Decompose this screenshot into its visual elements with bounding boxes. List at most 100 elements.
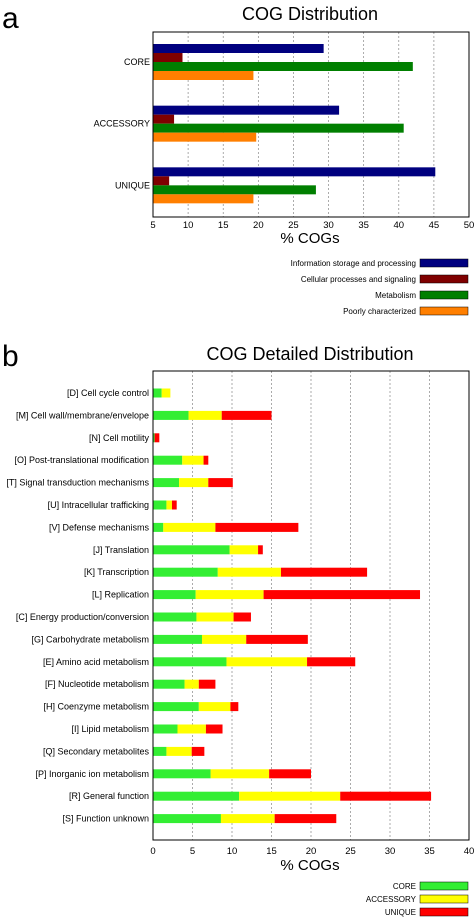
panel-a-x-tick-labels: 5 10 15 20 25 30 35 40 45 50 — [150, 220, 474, 231]
panel-b-bar-segment — [203, 455, 209, 465]
panel-b-x-tick-labels: 0 5 10 15 20 25 30 35 40 — [150, 846, 474, 857]
panel-b-legend-label: CORE — [393, 882, 416, 891]
panel-b-category-label: [Q] Secondary metabolites — [43, 746, 150, 756]
panel-b-title: COG Detailed Distribution — [206, 344, 413, 364]
panel-b-bar-segment — [188, 410, 222, 420]
panel-a-x-tick-label: 25 — [288, 220, 299, 231]
panel-b-bar-segment — [153, 702, 199, 712]
panel-a-bar — [153, 71, 254, 80]
panel-b-bar-segment — [198, 702, 231, 712]
panel-a-bar — [153, 176, 170, 186]
panel-b-bar-segment — [205, 724, 223, 734]
panel-b-bar-segment — [274, 814, 337, 824]
panel-a-bars — [153, 44, 436, 204]
panel-a-bar — [153, 105, 340, 115]
panel-b-x-tick-label: 40 — [464, 846, 474, 857]
panel-b-category-label: [I] Lipid metabolism — [71, 724, 149, 734]
panel-b-category-label: [N] Cell motility — [89, 433, 150, 443]
panel-b-bar-segment — [153, 634, 202, 644]
panel-a-bar — [153, 114, 175, 124]
panel-b-category-label: [L] Replication — [92, 590, 149, 600]
panel-b-category-label: [R] General function — [69, 791, 149, 801]
panel-a-x-tick-label: 30 — [323, 220, 334, 231]
panel-b-bar-segment — [153, 612, 197, 622]
panel-b-bar-segment — [215, 522, 299, 532]
panel-b-category-label: [M] Cell wall/membrane/envelope — [16, 410, 149, 420]
panel-b-x-tick-label: 5 — [190, 846, 195, 857]
panel-b-bar-segment — [171, 500, 177, 510]
panel-b-bar-segment — [161, 388, 171, 398]
panel-a-bar — [153, 132, 257, 142]
panel-a-title: COG Distribution — [242, 4, 378, 24]
panel-b-bar-segment — [166, 500, 172, 510]
panel-b-bar-segment — [153, 769, 211, 779]
panel-b-bar-segment — [177, 724, 206, 734]
panel-b-category-label: [K] Transcription — [84, 567, 149, 577]
panel-b-bar-segment — [166, 746, 192, 756]
panel-a-legend-label: Information storage and processing — [291, 259, 416, 268]
panel-b-bar-segment — [280, 567, 368, 577]
panel-a-legend-label: Cellular processes and signaling — [301, 275, 416, 284]
panel-b-bar-segment — [210, 769, 270, 779]
panel-a-plot-frame — [152, 31, 470, 218]
panel-a-category-label: ACCESSORY — [94, 119, 150, 129]
panel-b-bar-segment — [246, 634, 308, 644]
panel-b-category-label: [J] Translation — [93, 545, 149, 555]
panel-a-x-tick-label: 40 — [393, 220, 404, 231]
panel-b-x-tick-label: 20 — [306, 846, 317, 857]
panel-b-plot-frame — [152, 370, 470, 841]
panel-b-category-label: [H] Coenzyme metabolism — [43, 702, 149, 712]
panel-b-bar-segment — [154, 433, 160, 443]
panel-a-legend-label: Poorly characterized — [343, 307, 416, 316]
panel-b-bar-segment — [208, 478, 233, 488]
panel-b-bar-segment — [163, 522, 216, 532]
panel-a-x-tick-label: 50 — [464, 220, 474, 231]
panel-b-bar-segment — [269, 769, 311, 779]
panel-b-bar-segment — [153, 567, 218, 577]
panel-b-bar-segment — [153, 657, 227, 667]
panel-b-category-labels: [D] Cell cycle control [M] Cell wall/memb… — [6, 388, 149, 824]
panel-b-bar-segment — [153, 522, 164, 532]
panel-b-bar-segment — [196, 612, 234, 622]
panel-b-letter: b — [2, 340, 19, 373]
panel-b-category-label: [F] Nucleotide metabolism — [45, 679, 149, 689]
panel-b-category-label: [E] Amino acid metabolism — [43, 657, 149, 667]
panel-a-x-tick-label: 10 — [183, 220, 194, 231]
panel-b-category-label: [U] Intracellular trafficking — [48, 500, 149, 510]
panel-a-x-tick-label: 15 — [218, 220, 229, 231]
panel-b-x-axis-label: % COGs — [280, 857, 339, 874]
panel-a-legend-swatch — [419, 258, 469, 268]
panel-a-x-tick-label: 20 — [253, 220, 264, 231]
panel-b-stacked-bars — [153, 388, 432, 824]
panel-b-bar-segment — [195, 590, 264, 600]
panel-b-bar-segment — [263, 590, 421, 600]
panel-a-letter: a — [2, 2, 19, 35]
panel-a-x-axis-label: % COGs — [280, 230, 339, 247]
panel-a-bar — [153, 44, 324, 53]
panel-b-bar-segment — [179, 478, 209, 488]
panel-b-bar-segment — [220, 814, 275, 824]
panel-b-legend-swatch — [419, 907, 469, 917]
panel-b-legend: CORE ACCESSORY UNIQUE — [366, 881, 469, 917]
panel-b-x-tick-label: 30 — [385, 846, 396, 857]
panel-a-legend-swatch — [419, 306, 469, 316]
panel-b-x-tick-label: 0 — [150, 846, 155, 857]
panel-b-bar-segment — [182, 455, 204, 465]
panel-b-bar-segment — [184, 679, 199, 689]
panel-a-legend-swatch — [419, 290, 469, 300]
panel-b-legend-swatch — [419, 894, 469, 904]
panel-b-bar-segment — [239, 791, 341, 801]
panel-a-legend: Information storage and processing Cellul… — [291, 258, 469, 316]
panel-b-bar-segment — [153, 679, 185, 689]
panel-a-bar — [153, 123, 404, 133]
panel-b-x-tick-label: 35 — [424, 846, 435, 857]
panel-b-category-label: [P] Inorganic ion metabolism — [35, 769, 149, 779]
panel-b-legend-swatch — [419, 881, 469, 891]
panel-a-x-tick-label: 5 — [150, 220, 155, 231]
panel-b-category-label: [T] Signal transduction mechanisms — [6, 478, 149, 488]
panel-a-bar — [153, 53, 183, 62]
panel-b-category-label: [D] Cell cycle control — [67, 388, 149, 398]
panel-b-category-label: [V] Defense mechanisms — [49, 522, 150, 532]
panel-b-bar-segment — [217, 567, 281, 577]
panel-b-bar-segment — [153, 590, 196, 600]
